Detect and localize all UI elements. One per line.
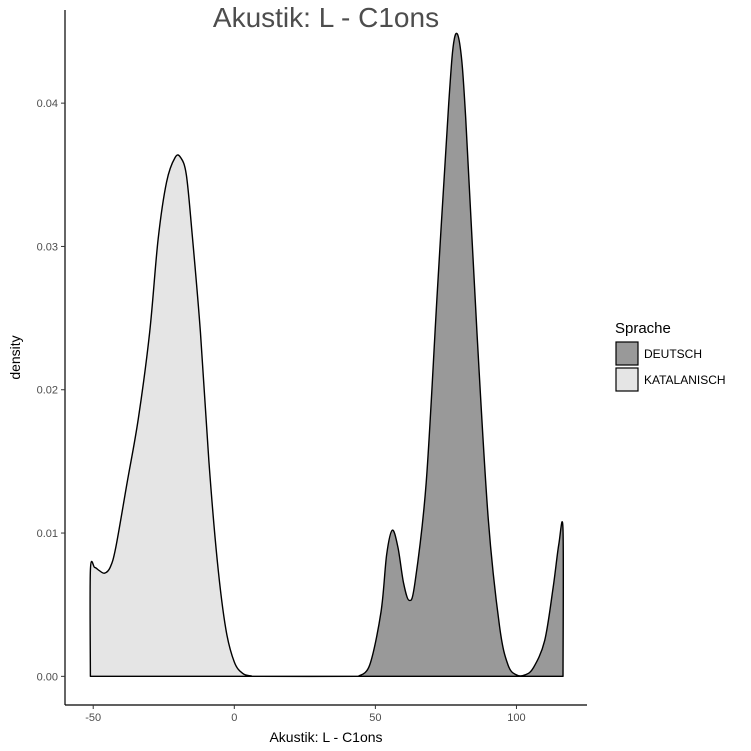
density-area-deutsch [357,32,565,678]
x-tick-label: 0 [231,712,237,724]
chart-title: Akustik: L - C1ons [213,2,439,33]
y-tick-label: 0.01 [37,528,58,540]
y-tick-label: 0.00 [37,671,58,683]
legend-label-deutsch: DEUTSCH [644,347,702,361]
x-tick-label: -50 [85,712,101,724]
legend-swatch-katalanisch [615,367,639,392]
y-tick-label: 0.03 [37,241,58,253]
plot-area [89,32,565,678]
y-tick-label: 0.02 [37,385,58,397]
x-tick-label: 50 [369,712,381,724]
legend-title: Sprache [615,320,671,337]
x-tick-label: 100 [507,712,525,724]
y-tick-label: 0.04 [37,98,58,110]
legend: Sprache DEUTSCH KATALANISCH [615,320,726,392]
density-area-katalanisch [89,154,360,678]
axes: -50 0 50 100 0.00 0.01 0.02 0.03 0.04 [37,10,587,724]
y-axis-title: density [7,335,23,379]
x-axis-title: Akustik: L - C1ons [269,729,382,745]
legend-label-katalanisch: KATALANISCH [644,373,726,387]
legend-swatch-deutsch [615,341,639,366]
